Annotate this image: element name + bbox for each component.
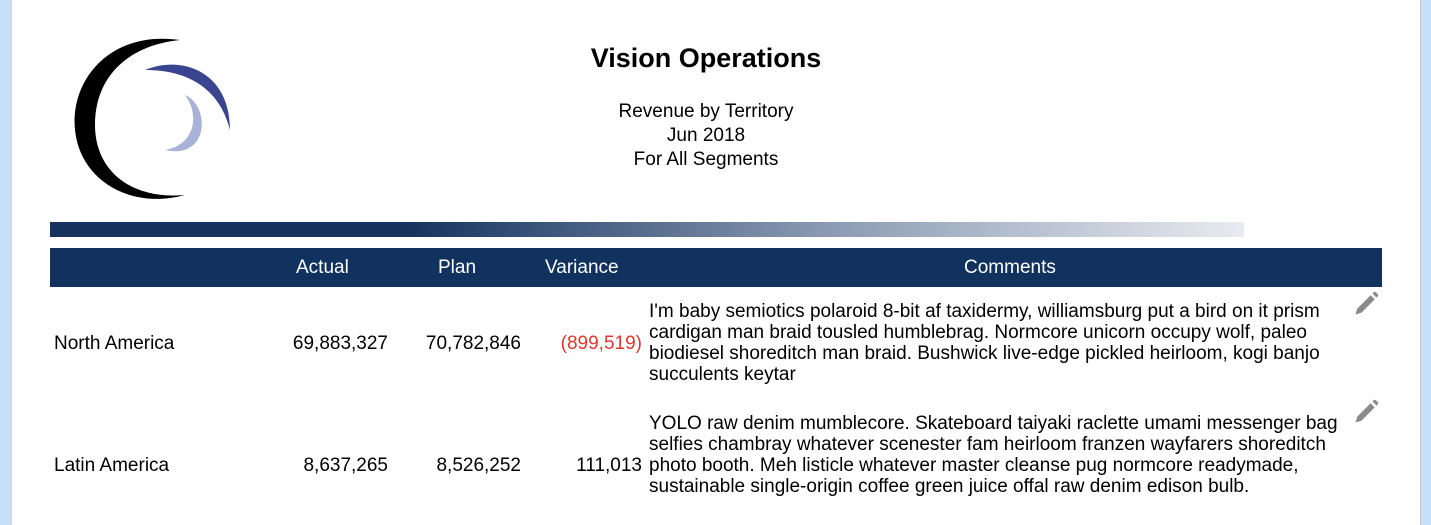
- report-subtitle: Revenue by Territory Jun 2018 For All Se…: [2, 100, 1410, 172]
- gradient-divider: [50, 222, 1244, 237]
- territory-cell: Latin America: [54, 455, 170, 476]
- actual-cell: 69,883,327: [292, 333, 388, 354]
- column-header-comments: Comments: [964, 257, 1056, 278]
- column-header-actual: Actual: [296, 257, 349, 278]
- territory-cell: North America: [54, 333, 175, 354]
- column-header-variance: Variance: [545, 257, 619, 278]
- table-row: Latin America 8,637,265 8,526,252 111,01…: [50, 398, 1382, 520]
- pencil-icon[interactable]: [1352, 290, 1380, 318]
- report-page: Vision Operations Revenue by Territory J…: [11, 0, 1421, 525]
- comment-cell: YOLO raw denim mumblecore. Skateboard ta…: [649, 413, 1338, 497]
- comment-cell: I'm baby semiotics polaroid 8-bit af tax…: [649, 301, 1320, 385]
- plan-cell: 70,782,846: [425, 333, 521, 354]
- variance-cell: (899,519): [560, 333, 642, 354]
- actual-cell: 8,637,265: [303, 455, 388, 476]
- subtitle-line: For All Segments: [633, 149, 779, 170]
- report-title: Vision Operations: [590, 43, 822, 73]
- subtitle-line: Revenue by Territory: [618, 101, 794, 122]
- company-logo: [74, 38, 230, 199]
- variance-cell: 111,013: [576, 455, 642, 476]
- column-header-plan: Plan: [438, 257, 477, 278]
- table-row: North America 69,883,327 70,782,846 (899…: [50, 290, 1382, 390]
- pencil-icon[interactable]: [1352, 398, 1380, 426]
- plan-cell: 8,526,252: [436, 455, 521, 476]
- subtitle-line: Jun 2018: [666, 125, 746, 146]
- table-header: Actual Plan Variance Comments: [50, 248, 1382, 287]
